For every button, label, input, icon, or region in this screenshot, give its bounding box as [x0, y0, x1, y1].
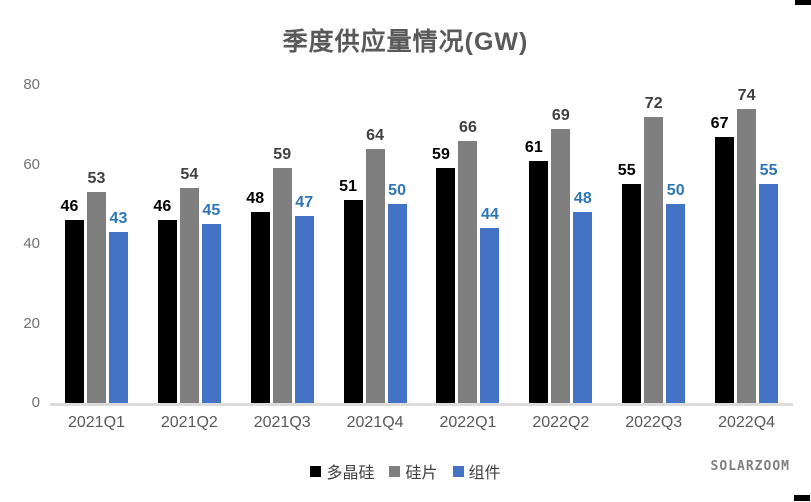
bar-group: 48 59 47	[236, 85, 329, 403]
bar-value-label: 66	[459, 119, 477, 136]
bar-组件: 45	[201, 202, 221, 403]
bar-多晶硅: 55	[618, 162, 642, 403]
bar-组件: 50	[666, 182, 686, 403]
bar-组件: 55	[759, 162, 779, 403]
bar-value-label: 54	[180, 166, 199, 183]
chart-title: 季度供应量情况(GW)	[282, 28, 529, 56]
bar-组件: 43	[108, 210, 128, 403]
bar-硅片: 72	[644, 95, 664, 403]
bar-value-label: 72	[644, 95, 663, 112]
x-axis-label: 2021Q3	[253, 414, 311, 431]
bar-group: 46 54 45	[143, 85, 236, 403]
bar-硅片: 53	[86, 170, 106, 403]
bar-value-label: 51	[339, 178, 357, 195]
legend-label: 组件	[468, 465, 501, 482]
y-axis-tick-label: 80	[23, 76, 40, 93]
bar-group: 51 64 50	[329, 85, 422, 403]
bar-组件: 44	[480, 206, 500, 403]
legend-item: 硅片	[389, 459, 438, 483]
bar-value-label: 55	[617, 162, 636, 179]
plot-area: 46 53 43 46 54 45 48 59 47 51 64 50 59 66 44 61 69 48 55 72…	[50, 85, 793, 406]
bar-多晶硅: 48	[246, 190, 270, 403]
legend-swatch-icon	[310, 465, 322, 477]
x-axis-label: 2022Q3	[625, 414, 683, 431]
x-axis-label: 2021Q4	[346, 414, 404, 431]
bar-value-label: 59	[432, 146, 450, 163]
bar-value-label: 46	[60, 198, 79, 215]
bar-硅片: 69	[551, 107, 571, 403]
legend-label: 硅片	[405, 465, 438, 482]
bar-value-label: 69	[551, 107, 570, 124]
bar-value-label: 48	[246, 190, 265, 207]
bar-多晶硅: 59	[432, 146, 456, 403]
x-axis-label: 2022Q4	[718, 414, 776, 431]
legend-item: 多晶硅	[310, 459, 374, 483]
y-axis-tick-label: 40	[23, 235, 40, 252]
bar-value-label: 61	[524, 139, 543, 156]
bar-组件: 48	[573, 190, 593, 403]
y-axis-tick-label: 20	[23, 314, 40, 332]
bar-value-label: 46	[153, 198, 172, 215]
watermark: SOLARZOOM	[710, 459, 790, 474]
bar-value-label: 50	[388, 182, 406, 199]
x-axis-label: 2022Q1	[439, 414, 497, 431]
legend: 多晶硅 硅片 组件	[0, 459, 811, 483]
x-axis: 2021Q1 2021Q2 2021Q3 2021Q4 2022Q1 2022Q2 2022…	[50, 414, 793, 432]
legend-label: 多晶硅	[326, 465, 375, 482]
y-axis-tick-label: 0	[31, 394, 40, 411]
bar-硅片: 74	[737, 87, 757, 403]
bar-多晶硅: 46	[61, 198, 84, 403]
corner-mark-top-right	[795, 0, 811, 5]
bar-硅片: 54	[179, 166, 199, 403]
legend-swatch-icon	[389, 465, 401, 477]
x-axis-label: 2021Q1	[67, 414, 125, 431]
bar-组件: 50	[387, 182, 407, 403]
bar-多晶硅: 61	[525, 139, 549, 403]
bar-多晶硅: 51	[339, 178, 363, 403]
bar-value-label: 44	[481, 206, 499, 223]
x-axis-label: 2021Q2	[160, 414, 218, 431]
bar-硅片: 66	[458, 119, 478, 403]
bar-value-label: 55	[759, 162, 778, 179]
bar-group: 61 69 48	[514, 85, 607, 403]
bar-value-label: 47	[295, 194, 314, 211]
bar-多晶硅: 46	[153, 198, 177, 403]
bar-value-label: 67	[710, 115, 729, 132]
bar-value-label: 53	[87, 170, 106, 187]
bar-group: 59 66 44	[422, 85, 515, 403]
bar-value-label: 50	[666, 182, 685, 199]
bar-多晶硅: 67	[711, 115, 735, 403]
bar-硅片: 64	[365, 127, 385, 403]
bar-group: 55 72 50	[607, 85, 700, 403]
bar-value-label: 64	[366, 127, 384, 144]
legend-swatch-icon	[452, 465, 464, 477]
legend-item: 组件	[452, 459, 501, 483]
bar-组件: 47	[294, 194, 314, 403]
bar-value-label: 74	[737, 87, 756, 104]
bar-group: 46 53 43	[50, 85, 143, 403]
bar-value-label: 48	[573, 190, 592, 207]
bar-group: 67 74 55	[700, 85, 793, 403]
bar-value-label: 59	[273, 146, 292, 163]
x-axis-label: 2022Q2	[532, 414, 590, 431]
bar-value-label: 43	[109, 210, 128, 227]
corner-mark-bottom-right	[794, 495, 810, 501]
bar-value-label: 45	[202, 202, 221, 219]
y-axis-tick-label: 60	[23, 155, 40, 173]
bar-硅片: 59	[272, 146, 292, 403]
